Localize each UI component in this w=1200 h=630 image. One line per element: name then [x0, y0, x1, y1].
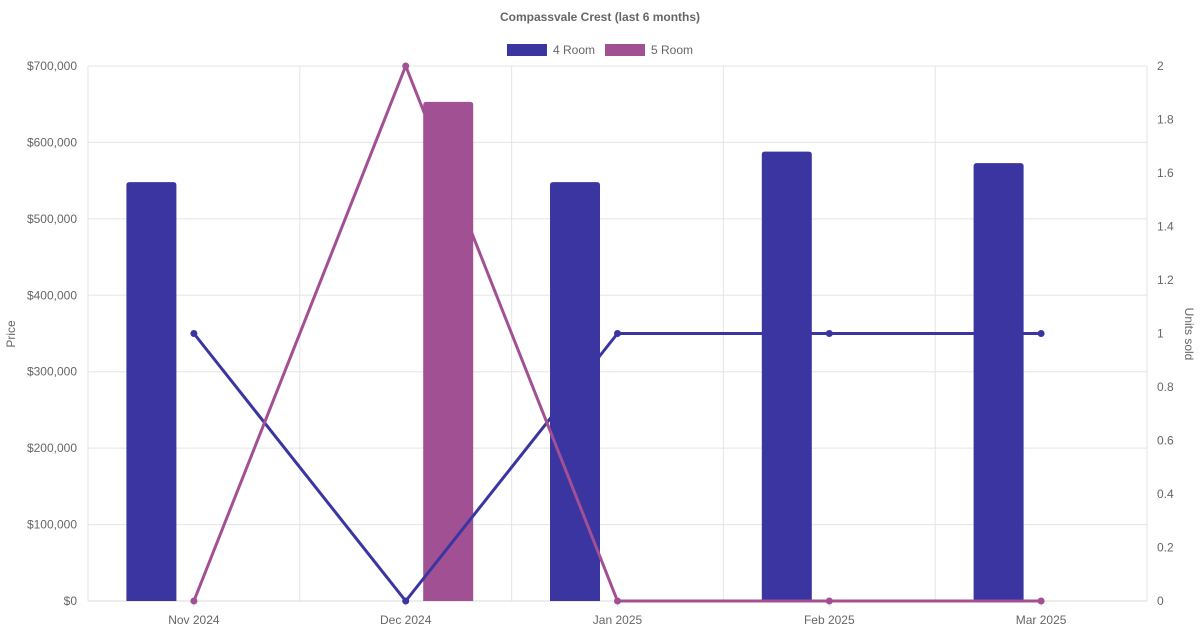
- right-tick-label: 1.4: [1157, 220, 1174, 234]
- right-tick-label: 1.6: [1157, 166, 1174, 180]
- left-tick-label: $600,000: [27, 135, 77, 149]
- right-tick-label: 0.6: [1157, 434, 1174, 448]
- right-tick-label: 0: [1157, 594, 1164, 608]
- bar-5-room: [423, 101, 474, 602]
- point-5-room: [614, 597, 621, 605]
- bar-4-room: [761, 151, 812, 601]
- point-4-room: [402, 597, 410, 605]
- point-5-room: [190, 597, 198, 605]
- points: [190, 62, 1045, 605]
- legend: 4 Room 5 Room: [506, 43, 693, 57]
- right-tick-label: 1: [1157, 327, 1164, 341]
- point-4-room: [825, 330, 833, 337]
- x-tick-label: Feb 2025: [804, 613, 855, 627]
- right-tick-label: 2: [1157, 59, 1164, 73]
- left-tick-label: $400,000: [27, 288, 77, 302]
- point-4-room: [190, 330, 198, 337]
- bars: [126, 101, 1024, 602]
- point-5-room: [402, 62, 410, 70]
- point-4-room: [614, 330, 621, 337]
- bar-4-room: [973, 163, 1024, 602]
- x-axis-ticks: Nov 2024 Dec 2024 Jan 2025 Feb 2025 Mar 2025: [168, 601, 1067, 627]
- left-tick-label: $700,000: [27, 59, 77, 73]
- right-tick-label: 1.8: [1157, 113, 1174, 127]
- x-tick-label: Jan 2025: [593, 613, 643, 627]
- line-4-room: [192, 332, 1042, 603]
- x-tick-label: Nov 2024: [168, 613, 220, 627]
- bar-4-room: [550, 182, 600, 601]
- left-tick-label: $0: [64, 594, 78, 608]
- left-tick-label: $500,000: [27, 212, 77, 226]
- left-axis-ticks: $0 $100,000 $200,000 $300,000 $400,000 $500,0…: [27, 59, 77, 608]
- left-tick-label: $200,000: [27, 441, 77, 455]
- right-axis-label: Units sold: [1182, 308, 1196, 361]
- right-tick-label: 0.8: [1157, 380, 1174, 394]
- right-axis-ticks: 0 0.2 0.4 0.6 0.8 1 1.2 1.4 1.6 1.8 2: [1157, 59, 1174, 608]
- point-4-room: [1037, 330, 1045, 337]
- legend-label-4-room[interactable]: 4 Room: [553, 43, 595, 57]
- point-5-room: [825, 597, 833, 605]
- left-tick-label: $300,000: [27, 365, 77, 379]
- x-tick-label: Mar 2025: [1016, 613, 1067, 627]
- legend-swatch-5-room[interactable]: [605, 44, 645, 56]
- right-tick-label: 0.2: [1157, 541, 1174, 555]
- left-axis-label: Price: [4, 320, 18, 348]
- legend-label-5-room[interactable]: 5 Room: [651, 43, 693, 57]
- right-tick-label: 1.2: [1157, 273, 1174, 287]
- chart-title: Compassvale Crest (last 6 months): [500, 10, 700, 24]
- point-5-room: [1037, 597, 1045, 605]
- left-tick-label: $100,000: [27, 518, 77, 532]
- x-tick-label: Dec 2024: [380, 613, 432, 627]
- bar-4-room: [126, 182, 177, 601]
- legend-swatch-4-room[interactable]: [506, 44, 547, 56]
- right-tick-label: 0.4: [1157, 487, 1174, 501]
